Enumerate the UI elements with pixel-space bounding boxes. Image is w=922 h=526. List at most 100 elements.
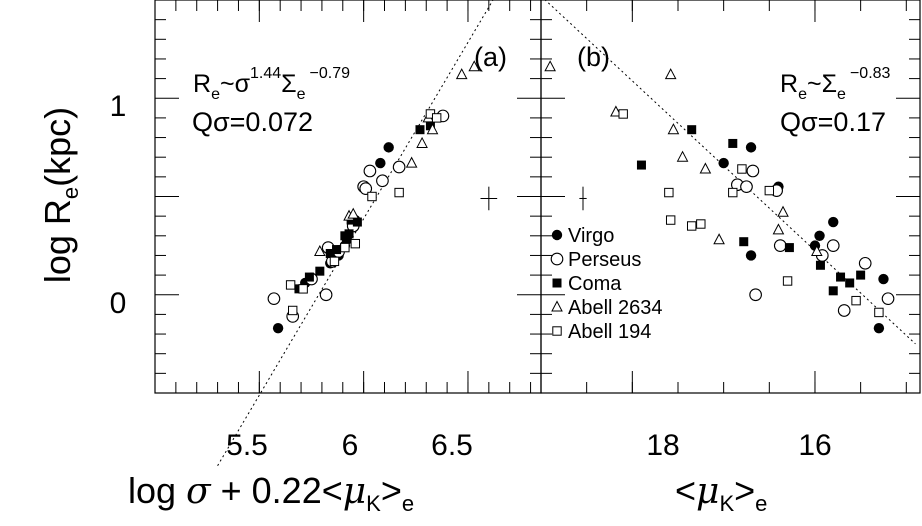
- relation-annotation-a: Re~σ1.44Σe−0.79: [193, 65, 350, 103]
- legend: Virgo Perseus Coma Abell 2634 Abell 194: [550, 225, 663, 343]
- point-b-virgo: [745, 250, 757, 261]
- point-a-abell-194: [394, 187, 404, 198]
- point-b-perseus: [837, 304, 851, 317]
- point-a-coma: [325, 248, 335, 258]
- point-b-abell-194: [618, 109, 628, 119]
- point-a-abell-194: [350, 238, 361, 249]
- point-a-abell-194: [329, 256, 340, 267]
- point-b-coma: [836, 272, 846, 282]
- point-a-coma: [315, 266, 325, 276]
- legend-label-abell-2634: Abell 2634: [568, 297, 663, 319]
- point-b-abell-2634: [544, 60, 556, 72]
- point-b-perseus: [858, 256, 872, 270]
- point-b-abell-2634: [610, 105, 622, 117]
- point-b-virgo: [873, 322, 885, 334]
- legend-label-perseus: Perseus: [568, 249, 641, 271]
- point-b-coma: [739, 237, 749, 247]
- point-a-abell-194: [431, 113, 442, 123]
- point-b-abell-2634: [772, 223, 785, 235]
- point-a-virgo: [272, 322, 284, 334]
- point-b-perseus: [749, 288, 762, 302]
- point-b-virgo: [814, 230, 825, 241]
- data-points: [267, 60, 895, 334]
- point-b-virgo: [745, 142, 757, 153]
- point-a-perseus: [376, 174, 389, 188]
- x-axis-label-b: <μK>e: [675, 470, 767, 516]
- point-a-coma: [344, 229, 354, 239]
- point-a-abell-194: [340, 242, 350, 253]
- scatter-q-a: Qσ=0.072: [192, 107, 313, 137]
- point-b-virgo: [828, 216, 839, 228]
- fit-line-a: [217, 0, 494, 466]
- point-b-virgo: [718, 157, 729, 169]
- point-a-abell-194: [285, 280, 296, 290]
- point-b-perseus: [773, 239, 787, 252]
- point-a-abell-2634: [468, 60, 481, 72]
- legend-symbol-abell-2634: [551, 300, 563, 312]
- y-axis-label: log Re(kpc): [37, 107, 83, 283]
- point-a-abell-194: [367, 191, 377, 202]
- point-a-coma: [352, 217, 362, 227]
- panel-label-b: (b): [577, 42, 610, 72]
- point-b-abell-2634: [810, 244, 823, 257]
- point-b-coma: [636, 160, 646, 170]
- y-tick-label-0: 0: [110, 287, 127, 320]
- point-a-abell-2634: [347, 207, 360, 219]
- x-tick-label-b-16: 16: [798, 429, 831, 462]
- point-b-coma: [728, 138, 738, 148]
- point-a-abell-194: [298, 284, 308, 294]
- point-b-abell-2634: [667, 123, 680, 135]
- point-a-coma: [332, 245, 342, 255]
- point-a-coma: [304, 272, 314, 282]
- point-b-abell-194: [764, 185, 775, 196]
- legend-symbol-coma: [552, 278, 562, 288]
- point-b-abell-194: [665, 215, 676, 225]
- point-b-coma: [815, 260, 825, 270]
- point-b-perseus: [746, 164, 760, 178]
- point-a-perseus: [319, 288, 333, 302]
- point-b-coma: [845, 278, 855, 288]
- legend-label-coma: Coma: [568, 273, 622, 295]
- point-b-virgo: [878, 273, 889, 285]
- relation-annotation-b: Re~Σe−0.83: [780, 65, 891, 103]
- y-tick-label-1: 1: [110, 90, 127, 123]
- point-b-abell-2634: [699, 162, 712, 174]
- point-b-abell-2634: [664, 68, 677, 80]
- point-b-coma: [856, 270, 866, 280]
- point-b-abell-2634: [777, 205, 789, 217]
- scatter-q-b: Qσ=0.17: [780, 107, 886, 137]
- point-b-abell-194: [686, 221, 697, 231]
- point-a-abell-2634: [405, 156, 418, 168]
- legend-symbol-perseus: [550, 252, 564, 266]
- point-b-abell-194: [782, 276, 793, 286]
- legend-symbol-abell-194: [552, 326, 562, 336]
- point-a-abell-194: [288, 305, 298, 316]
- panel-label-a: (a): [474, 42, 507, 72]
- point-b-coma: [784, 243, 794, 253]
- point-b-abell-194: [664, 187, 674, 198]
- point-b-perseus: [740, 180, 753, 194]
- point-b-perseus: [826, 239, 840, 252]
- point-b-abell-2634: [676, 150, 689, 162]
- point-b-coma: [828, 286, 838, 296]
- x-axis-label-a: log σ + 0.22<μK>e: [128, 470, 414, 516]
- error-bars: [480, 186, 587, 211]
- point-b-abell-2634: [713, 233, 725, 245]
- point-a-perseus: [363, 164, 377, 178]
- legend-label-abell-194: Abell 194: [568, 321, 651, 343]
- point-b-abell-194: [851, 295, 861, 306]
- point-a-abell-2634: [455, 68, 468, 80]
- point-b-abell-194: [874, 307, 884, 318]
- point-b-abell-194: [696, 219, 706, 229]
- point-a-virgo: [375, 157, 386, 169]
- tick-marks: [154, 0, 920, 393]
- point-a-abell-2634: [416, 136, 428, 148]
- point-a-coma: [415, 125, 425, 135]
- legend-label-virgo: Virgo: [568, 225, 614, 247]
- legend-symbol-virgo: [551, 229, 563, 241]
- point-b-coma: [687, 125, 697, 135]
- point-a-abell-2634: [426, 123, 439, 135]
- point-b-perseus: [881, 292, 895, 306]
